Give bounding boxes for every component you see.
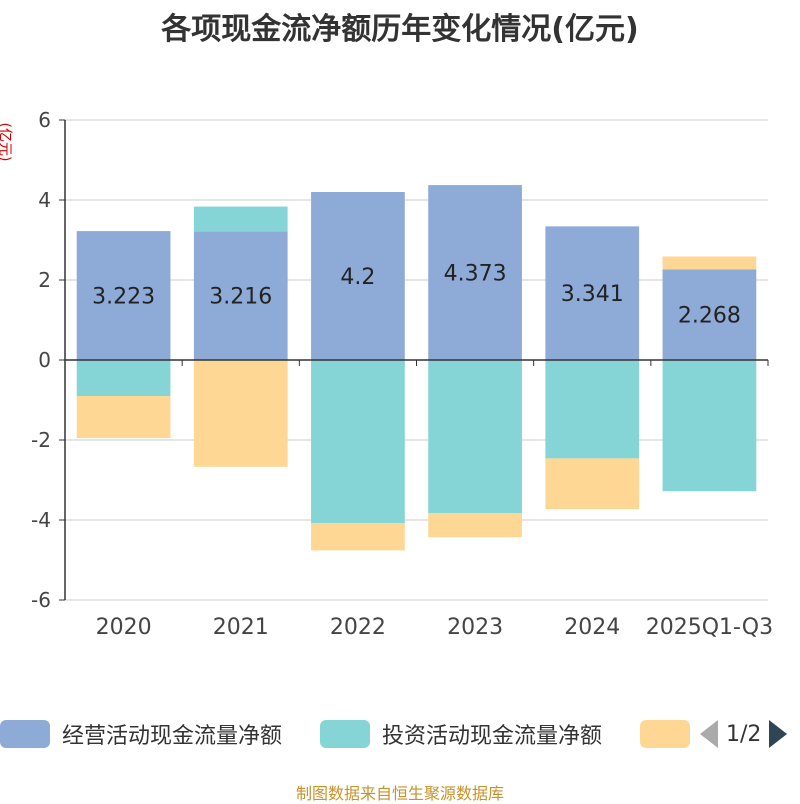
y-tick-label: -2 [31, 428, 51, 452]
data-label: 3.341 [561, 282, 624, 307]
bar-series1-2021 [193, 206, 288, 232]
x-tick-label: 2024 [564, 615, 620, 640]
legend-item-financing[interactable] [640, 718, 690, 750]
chart-title: 各项现金流净额历年变化情况(亿元) [161, 12, 639, 47]
bar-series1-2022 [311, 360, 405, 524]
x-tick-label: 2025Q1-Q3 [646, 615, 773, 640]
bar-series2-2024 [545, 458, 640, 510]
legend-label-operating: 经营活动现金流量净额 [62, 724, 283, 749]
bar-series2-2025Q1-Q3 [662, 256, 757, 270]
legend-swatch-operating [0, 720, 50, 748]
bar-series2-2021 [193, 360, 288, 467]
bar-series0-2022 [311, 192, 405, 360]
bar-series2-2020 [76, 396, 171, 438]
y-tick-label: 2 [38, 268, 51, 292]
data-label: 3.223 [92, 285, 155, 310]
data-label: 4.2 [340, 265, 375, 290]
data-source-note: 制图数据来自恒生聚源数据库 [295, 784, 504, 803]
legend-pager: 1/2 [700, 718, 788, 750]
bar-series1-2025Q1-Q3 [662, 360, 757, 492]
x-tick-label: 2020 [96, 615, 152, 640]
legend-label-investing: 投资活动现金流量净额 [382, 724, 603, 749]
bar-series1-2023 [428, 360, 522, 514]
y-tick-label: 6 [38, 108, 51, 132]
x-tick-label: 2023 [447, 615, 503, 640]
legend-item-investing[interactable]: 投资活动现金流量净额 [320, 718, 602, 750]
legend-page-indicator: 1/2 [726, 721, 762, 747]
chart-area: 6 4 2 0 -2 -4 -6 3.223 3.216 4.2 4.373 3.341 2.268 20… [31, 108, 773, 640]
y-tick-label: -4 [31, 508, 51, 532]
y-tick-label: -6 [31, 588, 51, 612]
bar-series0-2024 [545, 226, 640, 360]
bar-series0-2023 [428, 185, 522, 360]
legend-prev-page-icon[interactable] [700, 720, 718, 748]
bar-series2-2022 [311, 523, 405, 551]
y-tick-label: 4 [38, 188, 51, 212]
legend: 经营活动现金流量净额 投资活动现金流量净额 1/2 [0, 712, 800, 756]
legend-swatch-investing [320, 720, 370, 748]
bar-series1-2020 [76, 360, 171, 396]
bar-series1-2024 [545, 360, 640, 459]
bar-series0-2020 [76, 231, 171, 360]
data-label: 4.373 [444, 262, 507, 287]
bar-series0-2025Q1-Q3 [662, 269, 757, 360]
data-label: 3.216 [209, 285, 272, 310]
legend-swatch-financing [640, 720, 690, 748]
y-tick-label: 0 [38, 348, 51, 372]
legend-next-page-icon[interactable] [769, 720, 788, 748]
x-tick-label: 2022 [330, 615, 386, 640]
data-label: 2.268 [678, 304, 741, 329]
bar-series2-2023 [428, 513, 522, 538]
bar-series0-2021 [193, 231, 288, 360]
x-tick-label: 2021 [213, 615, 269, 640]
legend-item-operating[interactable]: 经营活动现金流量净额 [0, 718, 282, 750]
